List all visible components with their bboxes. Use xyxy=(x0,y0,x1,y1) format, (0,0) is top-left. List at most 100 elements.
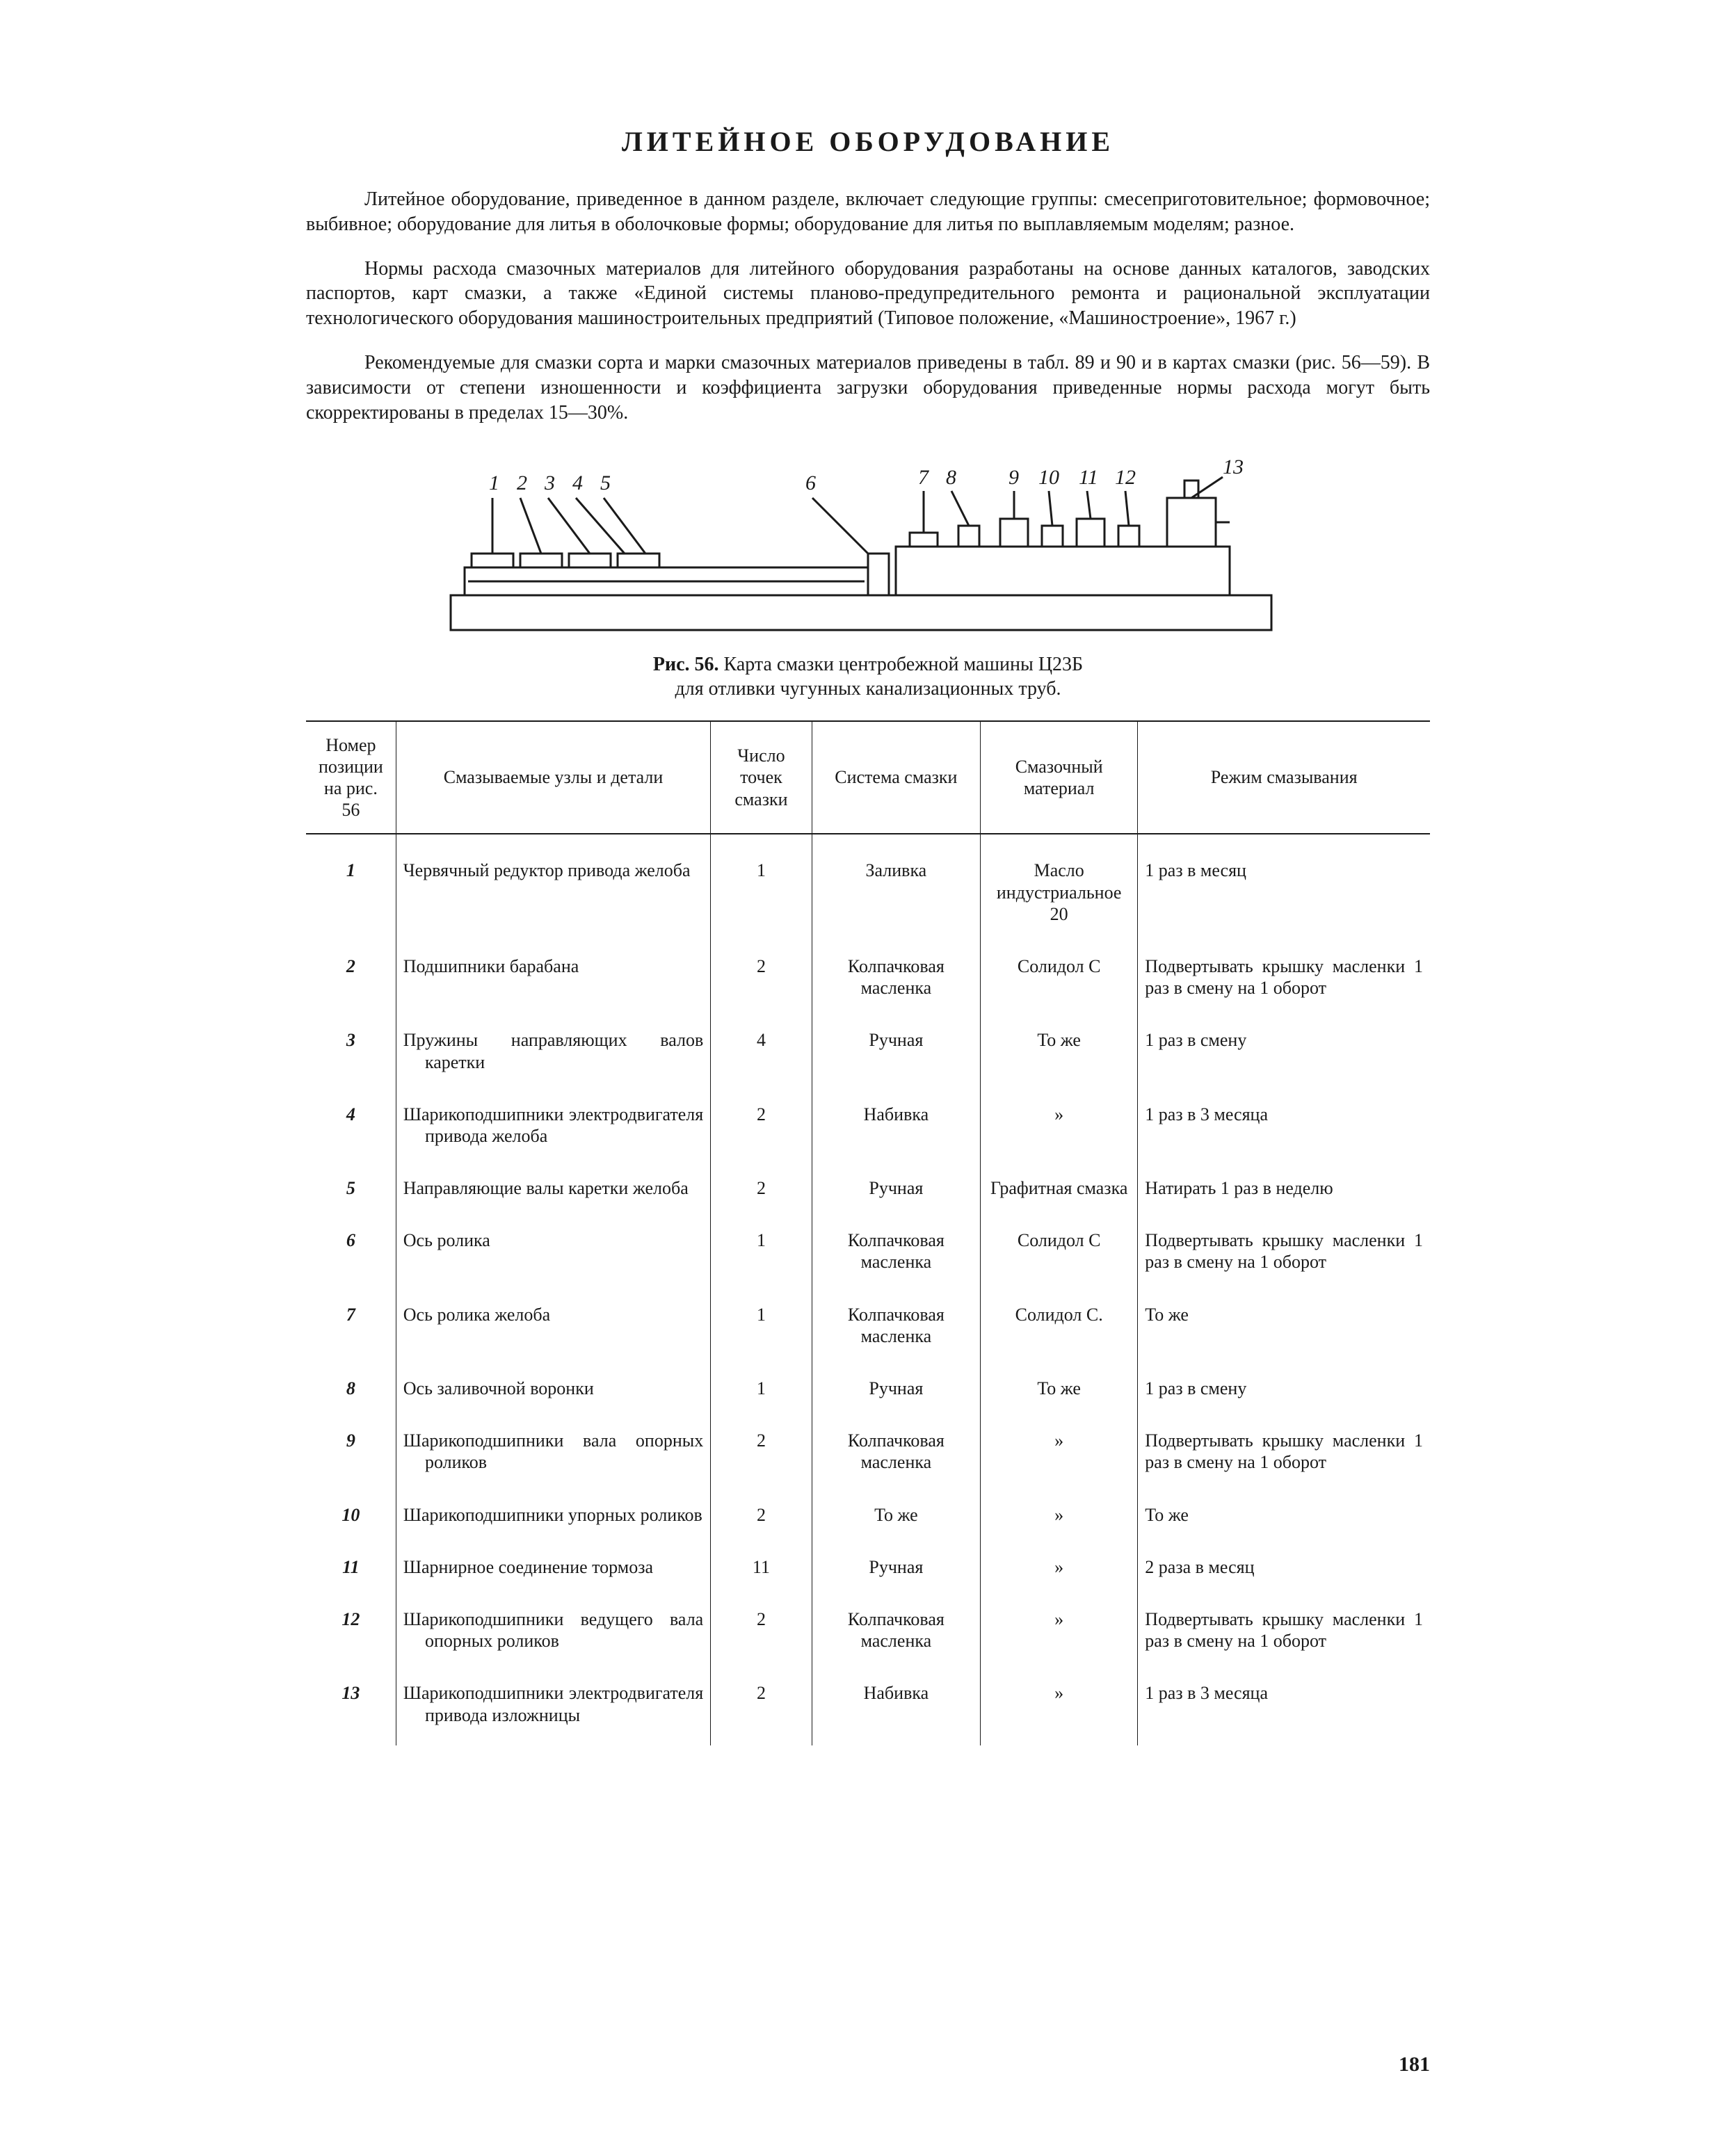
figure-caption-line2: для отливки чугунных канализационных тру… xyxy=(675,678,1061,700)
cell-sys: Ручная xyxy=(812,1366,980,1419)
cell-pos: 10 xyxy=(306,1493,396,1545)
cell-count: 2 xyxy=(711,1419,812,1492)
cell-mode: 2 раза в месяц xyxy=(1138,1545,1430,1597)
table-row: 11Шарнирное соединение тормоза11Ручная»2… xyxy=(306,1545,1430,1597)
cell-mode: Подвертывать крышку масленки 1 раз в сме… xyxy=(1138,1597,1430,1671)
cell-mode: То же xyxy=(1138,1293,1430,1366)
intro-paragraph-1: Литейное оборудование, приведенное в дан… xyxy=(306,187,1430,237)
cell-part: Шарикоподшипники упорных роликов xyxy=(396,1493,710,1545)
callout-7: 7 xyxy=(918,466,930,489)
figure-caption-bold: Рис. 56. xyxy=(653,654,719,675)
table-row: 9Шарикоподшипники вала опорных роликов2К… xyxy=(306,1419,1430,1492)
cell-mat: » xyxy=(981,1671,1138,1745)
table-row: 12Шарикоподшипники ведущего вала опорных… xyxy=(306,1597,1430,1671)
cell-sys: Колпачковая масленка xyxy=(812,1597,980,1671)
cell-count: 2 xyxy=(711,1671,812,1745)
th-mode: Режим смазывания xyxy=(1138,721,1430,834)
cell-mat: Графитная смазка xyxy=(981,1166,1138,1218)
cell-pos: 12 xyxy=(306,1597,396,1671)
cell-sys: Набивка xyxy=(812,1671,980,1745)
callout-6: 6 xyxy=(805,471,816,494)
th-sys: Система смазки xyxy=(812,721,980,834)
page: ЛИТЕЙНОЕ ОБОРУДОВАНИЕ Литейное оборудова… xyxy=(0,0,1736,2146)
cell-mode: Подвертывать крышку масленки 1 раз в сме… xyxy=(1138,944,1430,1018)
callout-13: 13 xyxy=(1223,455,1244,478)
cell-sys: Колпачковая масленка xyxy=(812,944,980,1018)
cell-mat: » xyxy=(981,1597,1138,1671)
figure-caption-line1: Карта смазки центробежной машины Ц23Б xyxy=(724,654,1084,675)
cell-count: 1 xyxy=(711,848,812,944)
table-row: 13Шарикоподшипники электродвигателя прив… xyxy=(306,1671,1430,1745)
cell-mode: 1 раз в смену xyxy=(1138,1366,1430,1419)
th-part: Смазываемые узлы и детали xyxy=(396,721,710,834)
cell-pos: 7 xyxy=(306,1293,396,1366)
cell-mat: » xyxy=(981,1419,1138,1492)
cell-part: Пружины направляющих валов каретки xyxy=(396,1018,710,1092)
cell-mode: 1 раз в месяц xyxy=(1138,848,1430,944)
cell-mat: Масло индустриальное 20 xyxy=(981,848,1138,944)
lubrication-table: Номер позиции на рис. 56 Смазываемые узл… xyxy=(306,720,1430,1745)
cell-count: 2 xyxy=(711,1092,812,1166)
callout-2: 2 xyxy=(517,471,527,494)
cell-sys: Колпачковая масленка xyxy=(812,1218,980,1292)
cell-sys: Колпачковая масленка xyxy=(812,1419,980,1492)
cell-pos: 13 xyxy=(306,1671,396,1745)
cell-mode: 1 раз в смену xyxy=(1138,1018,1430,1092)
cell-part: Подшипники барабана xyxy=(396,944,710,1018)
cell-part: Ось заливочной воронки xyxy=(396,1366,710,1419)
callout-5: 5 xyxy=(600,471,611,494)
cell-pos: 5 xyxy=(306,1166,396,1218)
cell-count: 1 xyxy=(711,1293,812,1366)
th-count: Число точек смазки xyxy=(711,721,812,834)
cell-mode: Подвертывать крышку масленки 1 раз в сме… xyxy=(1138,1218,1430,1292)
cell-pos: 1 xyxy=(306,848,396,944)
cell-count: 2 xyxy=(711,1493,812,1545)
cell-mat: То же xyxy=(981,1018,1138,1092)
th-mat: Смазочный материал xyxy=(981,721,1138,834)
cell-part: Ось ролика желоба xyxy=(396,1293,710,1366)
table-row: 6Ось ролика1Колпачковая масленкаСолидол … xyxy=(306,1218,1430,1292)
callout-4: 4 xyxy=(572,471,583,494)
table-row: 5Направляющие валы каретки желоба2Ручная… xyxy=(306,1166,1430,1218)
cell-pos: 9 xyxy=(306,1419,396,1492)
figure-caption: Рис. 56. Карта смазки центробежной машин… xyxy=(306,652,1430,701)
cell-count: 11 xyxy=(711,1545,812,1597)
cell-mat: То же xyxy=(981,1366,1138,1419)
intro-paragraph-3: Рекомендуемые для смазки сорта и марки с… xyxy=(306,350,1430,425)
cell-count: 2 xyxy=(711,1166,812,1218)
cell-mat: » xyxy=(981,1545,1138,1597)
table-row: 7Ось ролика желоба1Колпачковая масленкаС… xyxy=(306,1293,1430,1366)
cell-part: Шарнирное соединение тормоза xyxy=(396,1545,710,1597)
cell-part: Шарикоподшипники вала опорных роликов xyxy=(396,1419,710,1492)
cell-mode: Подвертывать крышку масленки 1 раз в сме… xyxy=(1138,1419,1430,1492)
cell-mat: Солидол С. xyxy=(981,1293,1138,1366)
page-number: 181 xyxy=(1399,2053,1430,2076)
cell-sys: Ручная xyxy=(812,1166,980,1218)
cell-pos: 11 xyxy=(306,1545,396,1597)
page-title: ЛИТЕЙНОЕ ОБОРУДОВАНИЕ xyxy=(306,125,1430,158)
cell-count: 1 xyxy=(711,1366,812,1419)
cell-part: Червячный редуктор привода желоба xyxy=(396,848,710,944)
cell-part: Шарикоподшипники электродвигателя привод… xyxy=(396,1671,710,1745)
cell-mode: 1 раз в 3 месяца xyxy=(1138,1671,1430,1745)
table-row: 10Шарикоподшипники упорных роликов2То же… xyxy=(306,1493,1430,1545)
table-row: 1Червячный редуктор привода желоба1Залив… xyxy=(306,848,1430,944)
cell-sys: Ручная xyxy=(812,1545,980,1597)
machine-diagram-icon: 1 2 3 4 5 6 7 8 9 10 11 12 13 xyxy=(423,449,1313,644)
cell-count: 1 xyxy=(711,1218,812,1292)
cell-count: 4 xyxy=(711,1018,812,1092)
cell-sys: Набивка xyxy=(812,1092,980,1166)
cell-sys: Заливка xyxy=(812,848,980,944)
table-body: 1Червячный редуктор привода желоба1Залив… xyxy=(306,834,1430,1745)
table-row: 3Пружины направляющих валов каретки4Ручн… xyxy=(306,1018,1430,1092)
cell-part: Направляющие валы каретки желоба xyxy=(396,1166,710,1218)
cell-count: 2 xyxy=(711,944,812,1018)
callout-1: 1 xyxy=(489,471,499,494)
cell-sys: Колпачковая масленка xyxy=(812,1293,980,1366)
cell-sys: Ручная xyxy=(812,1018,980,1092)
cell-pos: 6 xyxy=(306,1218,396,1292)
callout-3: 3 xyxy=(544,471,555,494)
callout-11: 11 xyxy=(1079,466,1098,489)
cell-sys: То же xyxy=(812,1493,980,1545)
table-row: 2Подшипники барабана2Колпачковая масленк… xyxy=(306,944,1430,1018)
